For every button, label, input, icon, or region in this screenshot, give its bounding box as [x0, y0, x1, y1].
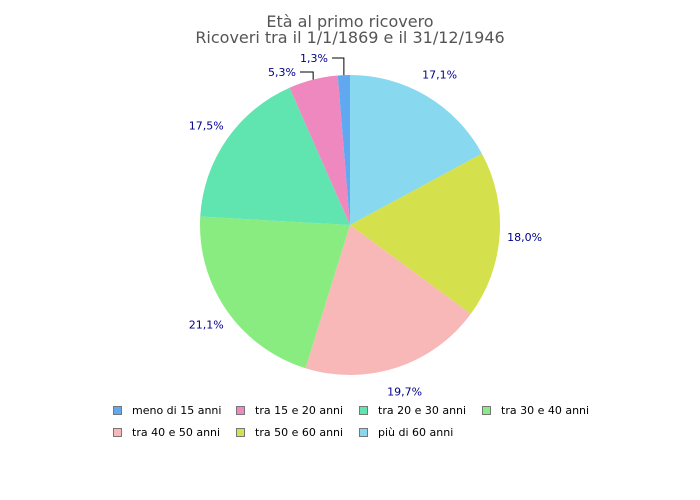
leader-line [300, 71, 314, 80]
pie-slice [350, 153, 500, 314]
legend-swatch [359, 406, 368, 415]
legend-item: tra 20 e 30 anni [359, 404, 466, 417]
legend-item: tra 50 e 60 anni [236, 426, 343, 439]
data-label: 17,5% [189, 119, 224, 132]
pie-slice [305, 225, 471, 375]
data-label: 19,7% [387, 385, 422, 398]
data-label: 18,0% [507, 231, 542, 244]
legend-swatch [113, 406, 122, 415]
pie-slice [200, 87, 350, 225]
legend-label: tra 50 e 60 anni [255, 426, 344, 439]
legend-swatch [482, 406, 491, 415]
legend-swatch [359, 428, 368, 437]
pie-slice [350, 75, 482, 225]
data-label: 17,1% [422, 69, 457, 82]
legend-item: tra 30 e 40 anni [482, 404, 589, 417]
pie-slice [289, 75, 350, 225]
legend-label: meno di 15 anni [132, 404, 222, 417]
legend-label: tra 40 e 50 anni [132, 426, 221, 439]
data-label: 21,1% [189, 319, 224, 332]
pie-slice [199, 216, 350, 369]
data-label: 5,3% [268, 66, 296, 79]
legend-label: più di 60 anni [378, 426, 454, 439]
legend-item: tra 15 e 20 anni [236, 404, 343, 417]
legend-label: tra 20 e 30 anni [378, 404, 467, 417]
legend-item: tra 40 e 50 anni [113, 426, 220, 439]
legend-item: meno di 15 anni [113, 404, 221, 417]
legend-swatch [236, 428, 245, 437]
legend-item: più di 60 anni [359, 426, 453, 439]
data-label: 1,3% [300, 52, 328, 65]
pie-slice [337, 75, 350, 225]
leader-line [332, 57, 345, 76]
legend-swatch [236, 406, 245, 415]
legend-label: tra 30 e 40 anni [501, 404, 590, 417]
chart-title: Età al primo ricovero [266, 12, 434, 31]
legend-label: tra 15 e 20 anni [255, 404, 344, 417]
legend-swatch [113, 428, 122, 437]
chart-subtitle: Ricoveri tra il 1/1/1869 e il 31/12/1946 [195, 28, 505, 47]
